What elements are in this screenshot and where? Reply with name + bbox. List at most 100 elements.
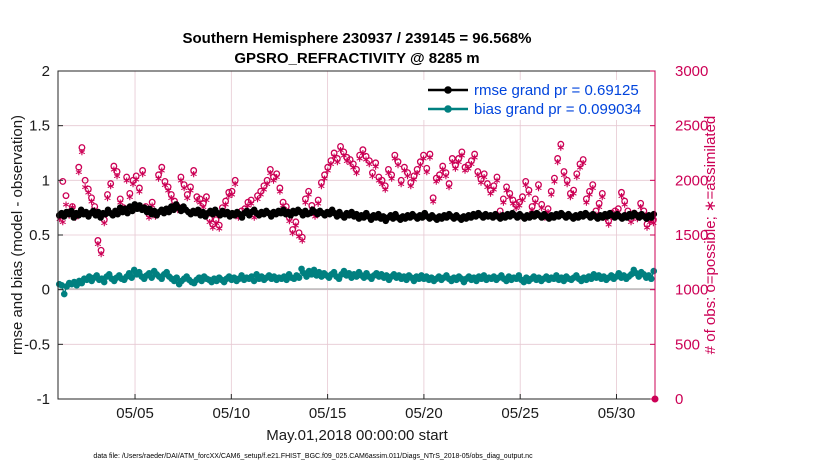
bias-point — [295, 274, 303, 281]
obs-possible-point — [203, 193, 210, 201]
x-tick-label: 05/25 — [501, 405, 539, 422]
obs-assimilated-point: * — [388, 174, 395, 189]
left-tick-label: -1 — [37, 391, 50, 408]
obs-possible-point — [321, 171, 329, 179]
obs-possible-point — [123, 173, 131, 181]
obs-possible-point — [84, 185, 92, 193]
obs-assimilated-point: * — [229, 191, 236, 206]
obs-possible-point — [196, 195, 204, 203]
x-tick-label: 05/20 — [405, 405, 443, 422]
obs-assimilated-point: * — [481, 173, 488, 188]
obs-possible-point — [570, 186, 578, 194]
obs-possible-point — [436, 171, 443, 179]
obs-possible-point — [394, 158, 402, 166]
obs-assimilated-point: * — [589, 184, 596, 199]
obs-assimilated-point: * — [248, 199, 255, 214]
obs-possible-point — [423, 164, 431, 172]
obs-assimilated-point: * — [554, 158, 561, 173]
obs-possible-point — [298, 233, 306, 241]
left-axis-ticks: -1 -0.5 0 0.5 1 1.5 2 — [24, 63, 63, 408]
obs-assimilated-point: * — [500, 198, 507, 213]
obs-assimilated-point: * — [289, 229, 296, 244]
obs-assimilated-point: * — [458, 151, 465, 166]
obs-assimilated-point: * — [427, 154, 434, 169]
obs-possible-point — [126, 190, 134, 197]
obs-assimilated-point: * — [104, 194, 111, 209]
obs-assimilated-point: * — [621, 201, 628, 216]
obs-possible-point — [515, 198, 523, 206]
obs-possible-point — [378, 176, 386, 184]
y-axis-right-label: # of obs: o=possible; ∗=assimilated — [702, 116, 719, 355]
obs-assimilated-point: * — [561, 171, 568, 186]
legend-bias-label: bias grand pr = 0.099034 — [474, 101, 641, 118]
obs-possible-point — [506, 190, 514, 197]
obs-possible-point — [199, 199, 207, 207]
chart-title-line1: Southern Hemisphere 230937 / 239145 = 96… — [183, 30, 532, 47]
obs-assimilated-point: * — [398, 180, 405, 195]
obs-possible-point — [135, 184, 143, 192]
obs-possible-point — [164, 183, 172, 191]
obs-possible-point — [560, 168, 568, 176]
obs-possible-point — [88, 194, 95, 202]
bias-point — [148, 274, 155, 281]
obs-possible-point — [292, 218, 300, 226]
obs-assimilated-point: * — [213, 219, 220, 234]
obs-assimilated-point: * — [401, 167, 408, 182]
obs-assimilated-point: * — [359, 149, 366, 164]
legend-rmse-label: rmse grand pr = 0.69125 — [474, 82, 639, 99]
obs-assimilated-point: * — [385, 169, 392, 184]
obs-assimilated-point: * — [286, 217, 293, 232]
obs-possible-point — [522, 177, 530, 185]
obs-possible-point — [381, 182, 389, 190]
obs-possible-point — [509, 196, 517, 204]
obs-assimilated-point: * — [631, 213, 638, 228]
obs-assimilated-point: * — [430, 197, 437, 212]
obs-assimilated-point: * — [570, 190, 577, 205]
obs-assimilated-point: * — [315, 199, 322, 214]
obs-possible-point — [305, 187, 313, 195]
obs-possible-point — [62, 192, 70, 200]
obs-assimilated-point: * — [331, 152, 338, 167]
obs-possible-point — [254, 192, 261, 200]
right-tick-label: 0 — [675, 391, 683, 408]
obs-possible-point — [139, 167, 147, 174]
obs-possible-point — [247, 196, 255, 204]
obs-assimilated-point: * — [465, 164, 472, 179]
obs-assimilated-point: * — [608, 213, 615, 228]
obs-possible-point — [273, 170, 281, 178]
obs-possible-point — [410, 172, 418, 180]
obs-possible-point — [266, 165, 274, 173]
obs-assimilated-point: * — [513, 204, 520, 219]
obs-assimilated-point: * — [414, 169, 421, 184]
obs-assimilated-point: * — [181, 184, 188, 199]
obs-assimilated-point: * — [328, 160, 335, 175]
obs-assimilated-point: * — [257, 191, 264, 206]
obs-assimilated-point: * — [95, 240, 102, 255]
obs-assimilated-point: * — [525, 190, 532, 205]
left-tick-label: 0.5 — [29, 227, 50, 244]
obs-possible-point — [333, 155, 341, 162]
obs-possible-point — [155, 171, 163, 179]
obs-possible-point — [372, 159, 380, 167]
obs-possible-point — [490, 182, 498, 190]
obs-assimilated-point: * — [209, 224, 216, 239]
obs-assimilated-point: * — [519, 196, 526, 211]
obs-assimilated-point: * — [126, 193, 133, 208]
obs-possible-point — [467, 157, 475, 165]
obs-assimilated-point: * — [344, 157, 351, 172]
obs-assimilated-point: * — [634, 215, 641, 230]
obs-possible-point — [474, 168, 482, 176]
obs-assimilated-point: * — [162, 181, 169, 196]
obs-possible-point — [317, 179, 325, 186]
obs-assimilated-point: * — [251, 214, 258, 229]
bias-point — [100, 278, 108, 286]
obs-possible-point — [618, 188, 625, 196]
obs-assimilated-point: * — [130, 180, 137, 195]
obs-possible-point — [263, 176, 271, 184]
obs-possible-point — [209, 220, 217, 228]
obs-possible-point — [407, 179, 415, 186]
bias-point — [250, 277, 258, 285]
obs-assimilated-point: * — [273, 173, 280, 188]
obs-possible-point — [547, 187, 555, 195]
obs-assimilated-point: * — [446, 183, 453, 198]
